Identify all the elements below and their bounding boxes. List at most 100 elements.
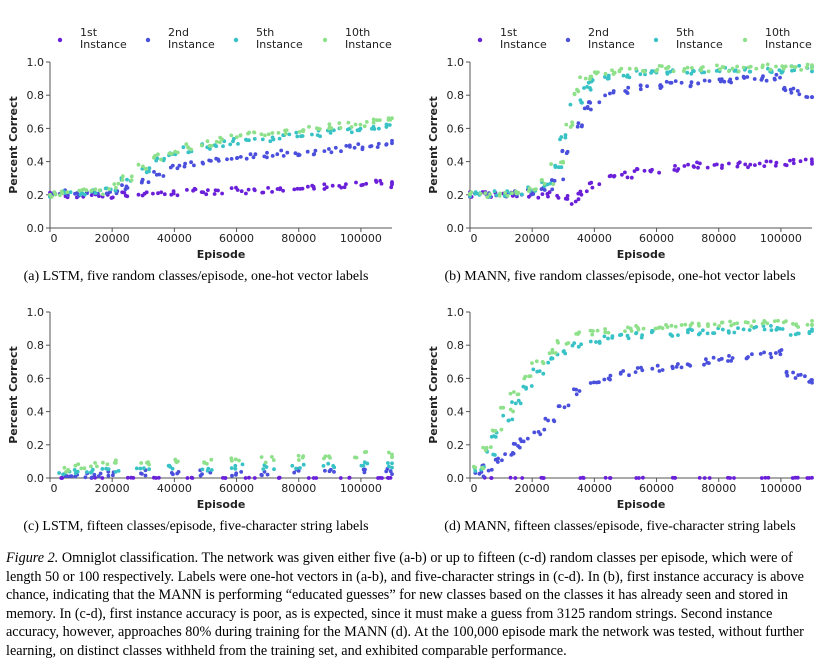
data-point bbox=[597, 100, 602, 105]
legend-marker bbox=[57, 37, 63, 43]
y-tick-label: 0.2 bbox=[447, 439, 465, 452]
data-point bbox=[634, 66, 638, 71]
data-point bbox=[568, 125, 573, 129]
data-point bbox=[268, 139, 273, 144]
figure-caption-text: Omniglot classification. The network was… bbox=[6, 550, 804, 659]
data-point bbox=[82, 466, 87, 471]
data-point bbox=[493, 457, 498, 462]
legend-label-sub: Instance bbox=[588, 38, 635, 51]
data-point bbox=[311, 152, 316, 157]
data-point bbox=[364, 181, 369, 186]
data-point bbox=[388, 469, 393, 474]
data-point bbox=[198, 473, 203, 478]
data-point bbox=[737, 160, 742, 165]
data-point bbox=[550, 347, 555, 352]
data-point bbox=[704, 357, 708, 362]
data-point bbox=[517, 445, 522, 450]
data-point bbox=[240, 462, 245, 467]
data-point bbox=[73, 191, 77, 196]
data-point bbox=[266, 186, 270, 190]
figure-caption-label: Figure 2. bbox=[6, 550, 59, 566]
data-point bbox=[632, 169, 637, 174]
data-point bbox=[259, 132, 264, 137]
data-point bbox=[769, 324, 773, 328]
series-2nd-instance bbox=[468, 72, 814, 200]
legend-marker bbox=[322, 37, 328, 43]
data-point bbox=[510, 417, 515, 422]
data-point bbox=[609, 173, 613, 178]
data-point bbox=[597, 341, 602, 345]
legend-label: 10th bbox=[765, 26, 790, 39]
data-point bbox=[371, 117, 376, 122]
x-tick-label: 100000 bbox=[760, 232, 802, 245]
data-point bbox=[698, 331, 702, 336]
data-point bbox=[261, 467, 266, 471]
data-point bbox=[762, 319, 767, 323]
data-point bbox=[764, 78, 769, 83]
data-point bbox=[478, 191, 483, 196]
data-point bbox=[645, 84, 649, 89]
data-point bbox=[96, 474, 101, 479]
data-point bbox=[538, 432, 543, 437]
data-point bbox=[732, 330, 737, 335]
data-point bbox=[120, 174, 125, 179]
data-point bbox=[270, 131, 275, 135]
data-point bbox=[809, 378, 814, 382]
x-tick-label: 0 bbox=[51, 482, 58, 495]
y-tick-label: 0.0 bbox=[27, 472, 45, 485]
data-point bbox=[390, 452, 394, 457]
data-point bbox=[659, 84, 664, 89]
data-point bbox=[795, 89, 800, 93]
data-point bbox=[136, 192, 141, 197]
data-point bbox=[774, 351, 778, 355]
x-tick-label: 40000 bbox=[157, 482, 192, 495]
data-point bbox=[810, 323, 814, 327]
data-point bbox=[362, 470, 367, 475]
data-point bbox=[634, 331, 639, 335]
data-point bbox=[736, 69, 741, 74]
data-point bbox=[66, 193, 70, 198]
data-point bbox=[481, 445, 485, 450]
data-point bbox=[508, 407, 513, 412]
data-point bbox=[569, 202, 574, 206]
data-point bbox=[244, 156, 249, 161]
data-point bbox=[60, 476, 65, 480]
data-point bbox=[603, 475, 608, 480]
data-point bbox=[764, 159, 769, 164]
x-tick-label: 80000 bbox=[701, 482, 736, 495]
data-point bbox=[201, 161, 206, 166]
y-tick-label: 0.4 bbox=[27, 156, 45, 169]
legend-label-sub: Instance bbox=[168, 38, 215, 51]
data-point bbox=[794, 323, 799, 328]
data-point bbox=[793, 65, 798, 69]
data-point bbox=[332, 470, 336, 474]
data-point bbox=[216, 159, 221, 163]
data-point bbox=[363, 450, 367, 455]
data-point bbox=[774, 327, 779, 332]
x-tick-label: 60000 bbox=[219, 482, 254, 495]
data-point bbox=[584, 189, 589, 194]
data-point bbox=[672, 168, 677, 172]
data-point bbox=[729, 323, 734, 328]
data-point bbox=[489, 467, 494, 472]
data-point bbox=[233, 463, 238, 468]
data-point bbox=[536, 195, 541, 200]
data-point bbox=[521, 384, 526, 389]
data-point bbox=[167, 151, 172, 156]
data-point bbox=[279, 148, 284, 153]
data-point bbox=[360, 145, 365, 150]
data-point bbox=[769, 328, 774, 332]
data-point bbox=[762, 327, 767, 332]
data-point bbox=[654, 69, 659, 73]
x-tick-label: 20000 bbox=[515, 482, 550, 495]
data-point bbox=[541, 371, 546, 376]
data-point bbox=[727, 69, 731, 73]
data-point bbox=[349, 125, 354, 129]
data-point bbox=[301, 454, 306, 458]
data-point bbox=[214, 156, 219, 161]
legend-marker bbox=[742, 37, 748, 43]
data-point bbox=[93, 461, 97, 465]
data-point bbox=[650, 69, 654, 73]
y-tick-label: 1.0 bbox=[27, 56, 45, 69]
data-point bbox=[228, 142, 233, 147]
